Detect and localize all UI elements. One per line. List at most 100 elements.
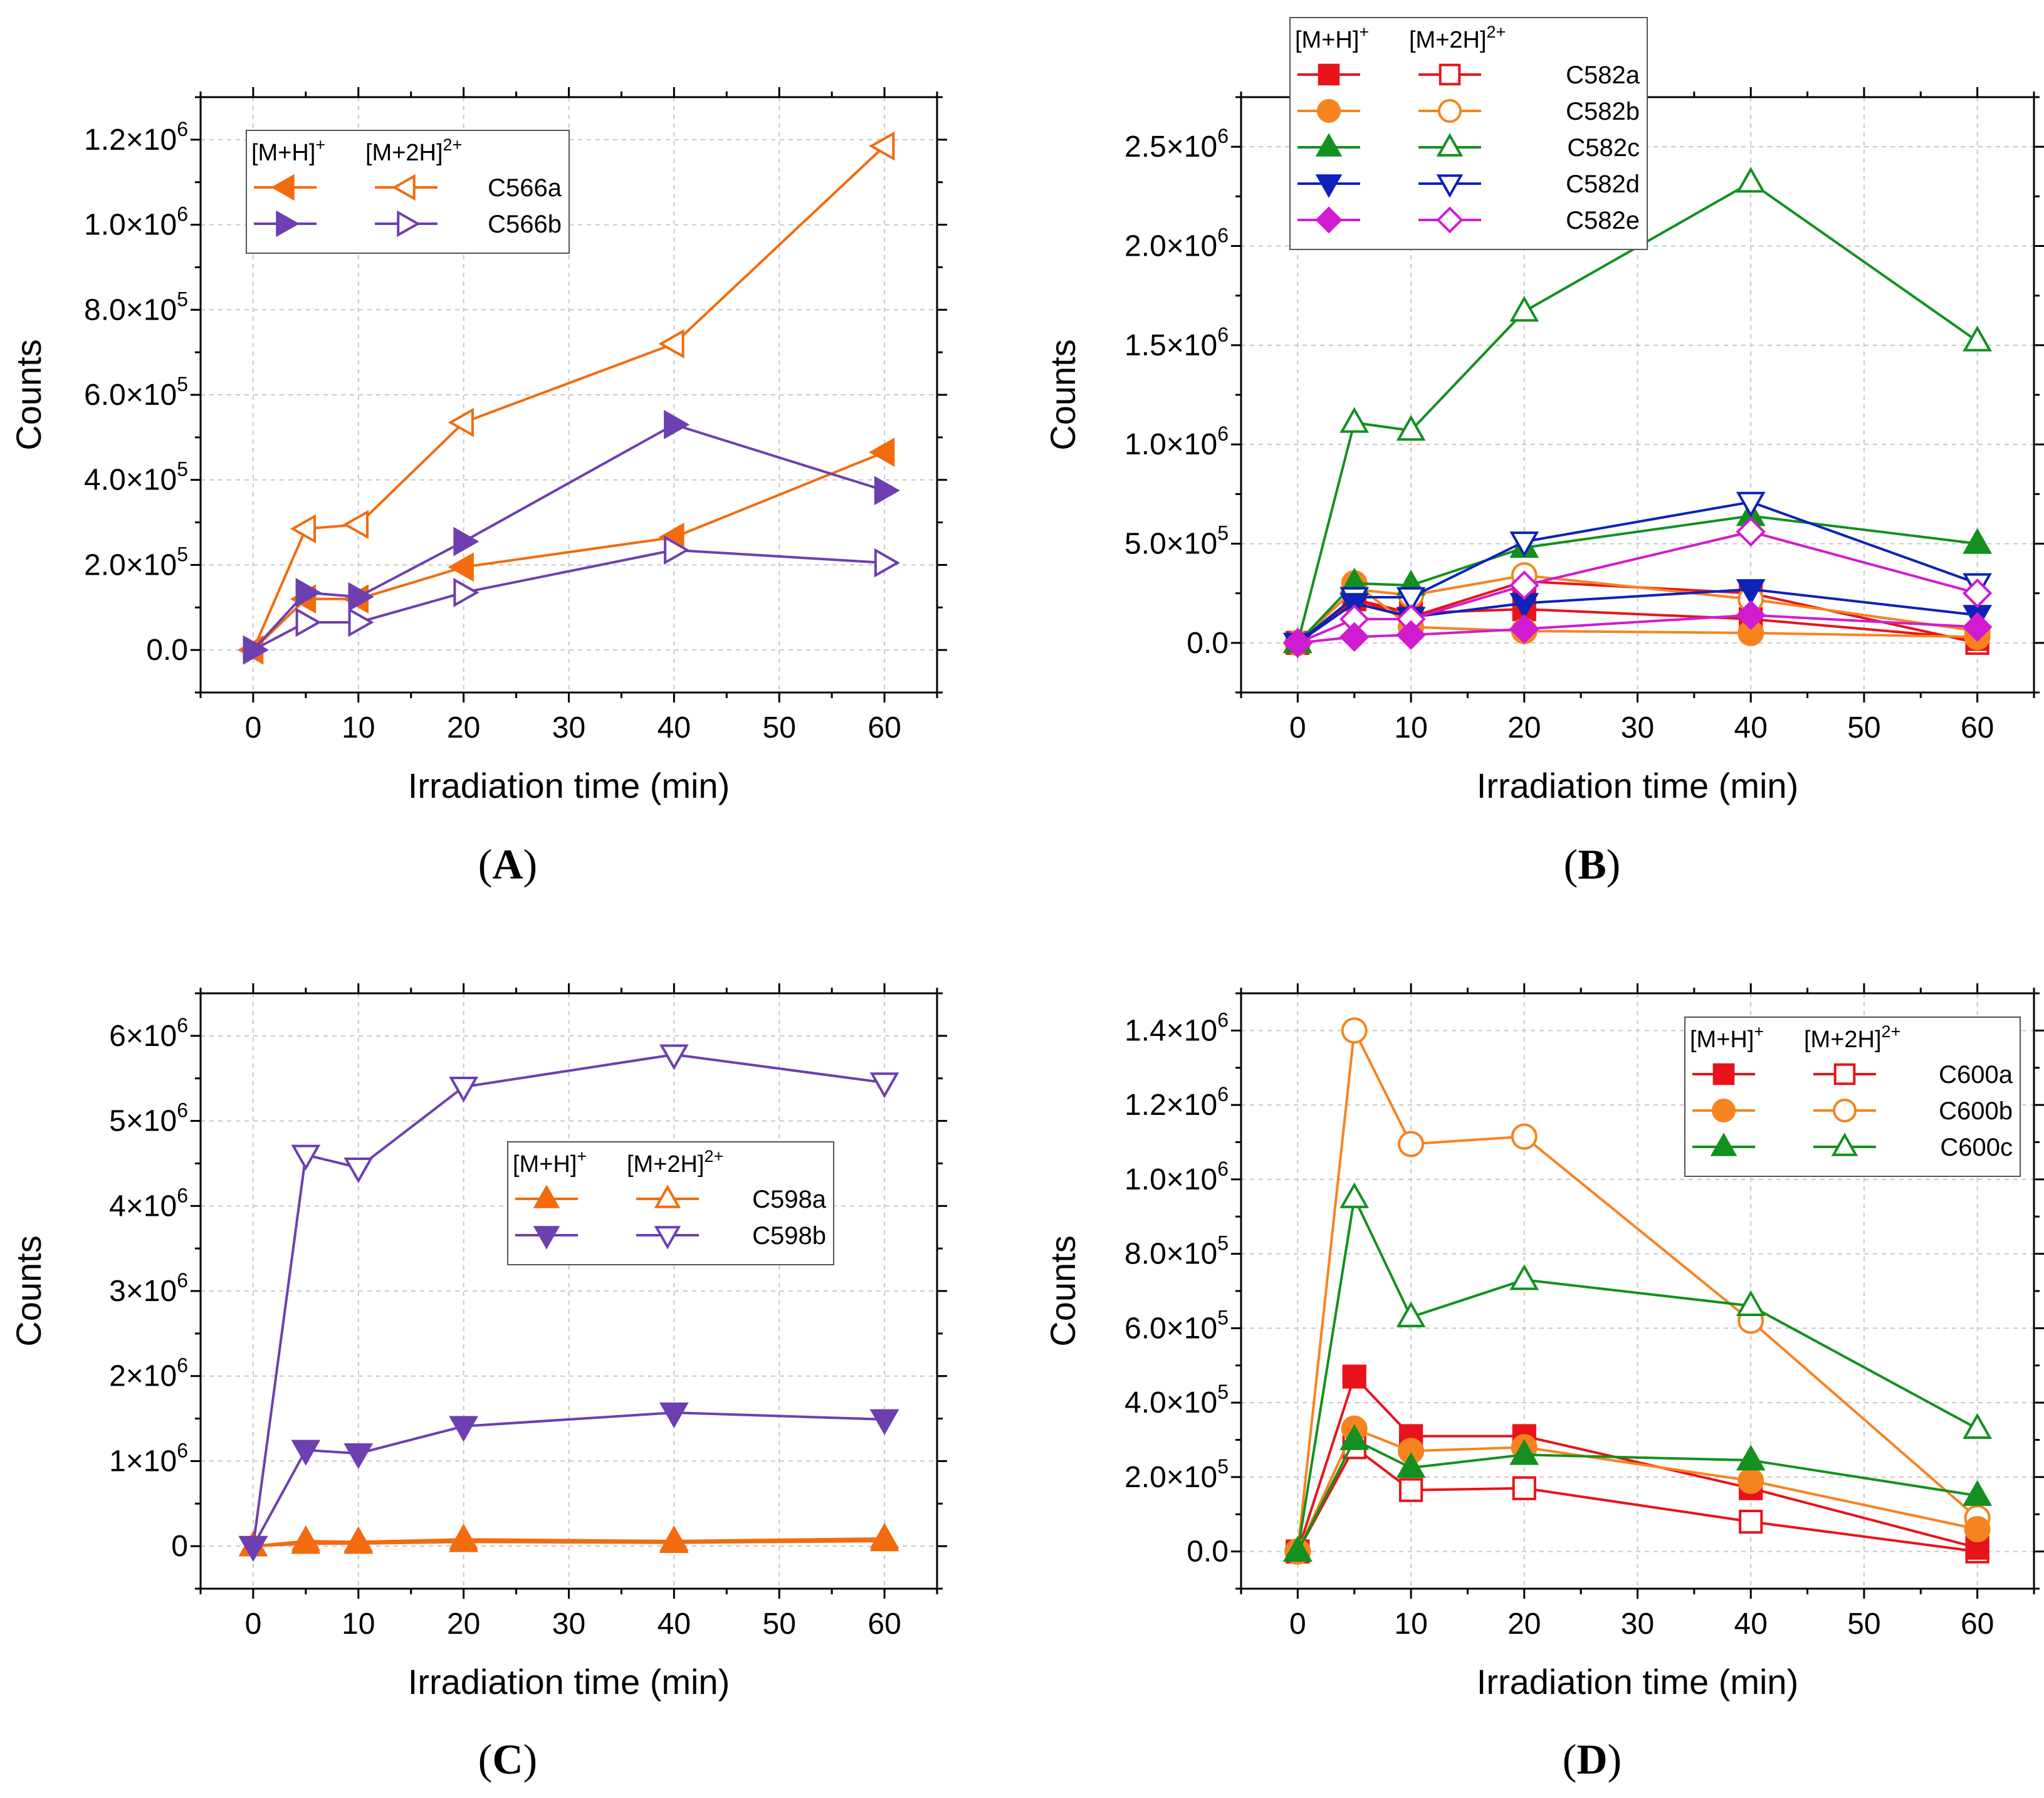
data-point-c582e-mh-4	[1736, 600, 1766, 630]
series-line-c566a-m2h	[252, 145, 886, 651]
data-point-c582e-m2h-5	[1962, 578, 1993, 609]
data-point-c582d-m2h-3	[1509, 531, 1539, 558]
legend-header-m2h-c-sup: 2+	[705, 1147, 724, 1166]
data-point-c600b-m2h-1	[1341, 1017, 1368, 1044]
x-tick-label-c-6: 60	[867, 1607, 901, 1641]
x-axis-b: 0 10 20 30 40 50 60 Irradiation time (min)	[1240, 87, 2035, 805]
x-tick-label-b-0: 0	[1289, 711, 1306, 745]
y-tick-label-b-2: 1.0×106	[1124, 422, 1229, 461]
x-tick-label-b-1: 10	[1394, 711, 1427, 745]
data-point-c566b-m2h-3	[453, 578, 480, 607]
x-tick-label-a-0: 0	[245, 711, 262, 745]
y-tick-label-exp: 5	[177, 288, 188, 310]
caption-a-label: A	[492, 840, 523, 888]
legend-header-mh-b-base: [M+H]	[1295, 27, 1359, 53]
y-tick-label-base: 6.0×10	[1124, 1312, 1217, 1345]
data-point-c582e-mh-0	[1282, 628, 1313, 658]
legend-label-c600c: C600c	[1940, 1134, 2013, 1161]
legend-header-m2h-c: [M+2H]2+	[627, 1147, 723, 1178]
x-tick-label-d-4: 40	[1734, 1607, 1768, 1641]
y-tick-label-exp: 6	[1217, 323, 1229, 346]
y-tick-label-exp: 5	[1217, 1232, 1229, 1255]
legend-label-c600b: C600b	[1939, 1097, 2013, 1125]
y-tick-label-exp: 6	[177, 1184, 188, 1206]
y-tick-label-exp: 6	[177, 118, 188, 140]
data-point-c582d-m2h-2	[1396, 587, 1426, 613]
x-tick-label-c-3: 30	[552, 1607, 585, 1641]
data-point-c582e-m2h-4	[1736, 516, 1766, 547]
legend-marker-m2h-c582d	[1436, 174, 1464, 198]
series-line-c598b-m2h	[251, 1053, 885, 1547]
y-tick-label-base: 1.0×10	[84, 209, 177, 242]
legend-label-c598a: C598a	[752, 1186, 827, 1213]
data-point-c598b-mh-2	[343, 1443, 374, 1470]
y-tick-label-base: 0.0	[1187, 627, 1229, 660]
data-point-c598b-mh-4	[659, 1402, 689, 1429]
series-line-c566a-mh	[252, 451, 885, 651]
y-tick-label-exp: 6	[177, 1099, 188, 1122]
legend-marker-m2h-c566b	[397, 210, 421, 238]
y-tick-label-d-4: 8.0×105	[1124, 1232, 1229, 1271]
data-point-c566b-mh-3	[453, 526, 480, 557]
y-tick-label-base: 6.0×10	[84, 379, 177, 412]
caption-b: (B)	[1563, 840, 1621, 888]
legend-header-mh-d-sup: +	[1754, 1022, 1764, 1041]
data-point-c600b-m2h-2	[1398, 1131, 1425, 1158]
chart-panel-c: 0 10 20 30 40 50 60 Irradiation time (min) 0 1×10…	[9, 983, 947, 1701]
data-point-c598a-mh-4	[659, 1527, 689, 1553]
y-tick-label-base: 2.0×10	[1124, 1461, 1217, 1494]
data-point-c600c-mh-0	[1282, 1535, 1313, 1562]
caption-d-label: D	[1576, 1735, 1608, 1783]
data-point-c566b-mh-2	[348, 582, 374, 612]
y-tick-label-d-2: 4.0×105	[1124, 1381, 1229, 1419]
data-point-c566b-m2h-2	[348, 607, 374, 637]
data-point-c566b-mh-0	[243, 635, 269, 665]
legend-label-c566a: C566a	[488, 174, 562, 202]
legend-header-m2h-c-base: [M+2H]	[627, 1151, 705, 1178]
series-line-c598b-mh	[252, 1411, 885, 1547]
y-tick-label-exp: 5	[1217, 1306, 1229, 1329]
legend-marker-mh-c582c	[1315, 133, 1343, 157]
legend-header-mh-b-sup: +	[1359, 23, 1369, 41]
data-point-c566b-m2h-1	[295, 607, 322, 637]
data-point-c598b-m2h-1	[291, 1144, 321, 1171]
data-point-c582e-mh-1	[1339, 622, 1370, 652]
x-tick-label-a-5: 50	[763, 711, 796, 745]
legend-header-mh-b: [M+H]+	[1295, 23, 1369, 53]
data-point-c582c-m2h-4	[1736, 167, 1766, 193]
x-axis-d: 0 10 20 30 40 50 60 Irradiation time (min)	[1240, 983, 2035, 1701]
legend-marker-mh-c582b	[1317, 99, 1341, 123]
legend-label-c582b: C582b	[1566, 98, 1640, 125]
legend-marker-mh-c600c	[1710, 1132, 1737, 1156]
y-tick-label-d-7: 1.4×106	[1124, 1008, 1229, 1047]
y-tick-label-base: 8.0×10	[84, 293, 177, 327]
y-tick-label-a-6: 1.2×106	[84, 118, 188, 157]
legend-header-m2h-b-sup: 2+	[1487, 23, 1506, 41]
legend-marker-m2h-c582e	[1436, 206, 1464, 234]
y-tick-label-a-0: 0.0	[146, 634, 188, 667]
y-tick-label-base: 0.0	[146, 634, 188, 667]
y-tick-label-base: 1.5×10	[1124, 329, 1217, 362]
legend-label-c582c: C582c	[1567, 134, 1640, 162]
x-axis-a: 0 10 20 30 40 50 60 Irradiation time (min)	[199, 87, 938, 805]
y-tick-label-b-4: 2.0×106	[1124, 224, 1229, 263]
y-tick-label-exp: 6	[1217, 1158, 1229, 1180]
data-point-c582d-mh-4	[1736, 579, 1766, 605]
legend-header-mh-d-base: [M+H]	[1690, 1027, 1754, 1053]
chart-panel-b: 0 10 20 30 40 50 60 Irradiation time (min) 0.0 5.…	[1043, 17, 2044, 805]
y-tick-label-exp: 6	[177, 203, 188, 226]
legend-marker-m2h-c582b	[1438, 99, 1462, 123]
y-tick-label-exp: 5	[1217, 522, 1229, 545]
legend-marker-mh-c600a	[1712, 1063, 1735, 1085]
x-tick-label-b-6: 60	[1961, 711, 1994, 745]
y-tick-label-base: 6×10	[109, 1020, 177, 1053]
legend-box-b	[1289, 17, 1648, 250]
y-axis-a: 0.02.0×1054.0×1056.0×1058.0×1051.0×1061.…	[9, 96, 947, 694]
data-point-c582c-m2h-5	[1963, 325, 1993, 352]
y-tick-label-a-1: 2.0×105	[84, 543, 188, 582]
x-tick-label-d-3: 30	[1621, 1607, 1654, 1641]
y-tick-label-b-3: 1.5×106	[1124, 323, 1229, 362]
legend-header-mh-a-sup: +	[315, 135, 325, 154]
y-tick-label-exp: 5	[177, 543, 188, 565]
legend-label-c600a: C600a	[1939, 1061, 2013, 1089]
